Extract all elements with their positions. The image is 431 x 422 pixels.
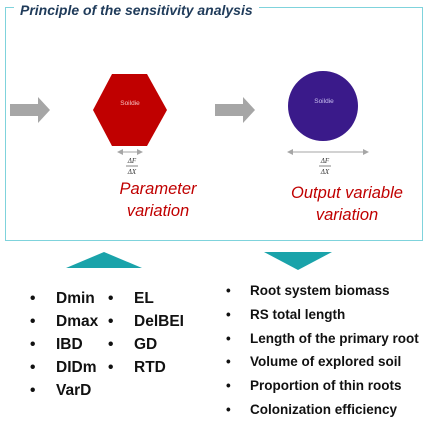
output-circle (288, 71, 358, 141)
parameter-caption: Parameter variation (119, 180, 197, 220)
outputs-triangle (264, 252, 332, 270)
input-derivative: ΔF ΔX (126, 157, 138, 176)
svg-text:ΔX: ΔX (127, 168, 137, 176)
list-item: Proportion of thin roots (226, 374, 419, 398)
input-shape-label: Soildie (120, 100, 140, 107)
list-item: IBD (30, 333, 98, 356)
svg-text:ΔF: ΔF (127, 157, 137, 165)
svg-text:ΔX: ΔX (320, 168, 330, 176)
list-item: EL (108, 287, 184, 310)
list-item: Dmax (30, 310, 98, 333)
list-item: GD (108, 333, 184, 356)
list-item: Volume of explored soil (226, 350, 419, 374)
list-item: Colonization efficiency (226, 398, 419, 422)
middle-flow-arrow (215, 97, 255, 123)
parameters-list-col2: EL DelBEI GD RTD (108, 287, 184, 379)
list-item: DelBEI (108, 310, 184, 333)
output-derivative: ΔF ΔX (319, 157, 331, 176)
left-flow-arrow (10, 97, 50, 123)
svg-text:ΔF: ΔF (320, 157, 330, 165)
parameters-list-col1: Dmin Dmax IBD DIDm VarD (30, 287, 98, 402)
list-item: RTD (108, 356, 184, 379)
parameters-triangle (66, 252, 142, 268)
list-item: VarD (30, 379, 98, 402)
list-item: Length of the primary root (226, 327, 419, 351)
output-caption: Output variable variation (291, 184, 403, 224)
output-shape-label: Soildie (314, 98, 334, 105)
list-item: DIDm (30, 356, 98, 379)
input-hexagon (93, 74, 167, 146)
diagram-title: Principle of the sensitivity analysis (14, 2, 259, 18)
list-item: Dmin (30, 287, 98, 310)
outputs-list: Root system biomass RS total length Leng… (226, 279, 419, 422)
list-item: Root system biomass (226, 279, 419, 303)
list-item: RS total length (226, 303, 419, 327)
